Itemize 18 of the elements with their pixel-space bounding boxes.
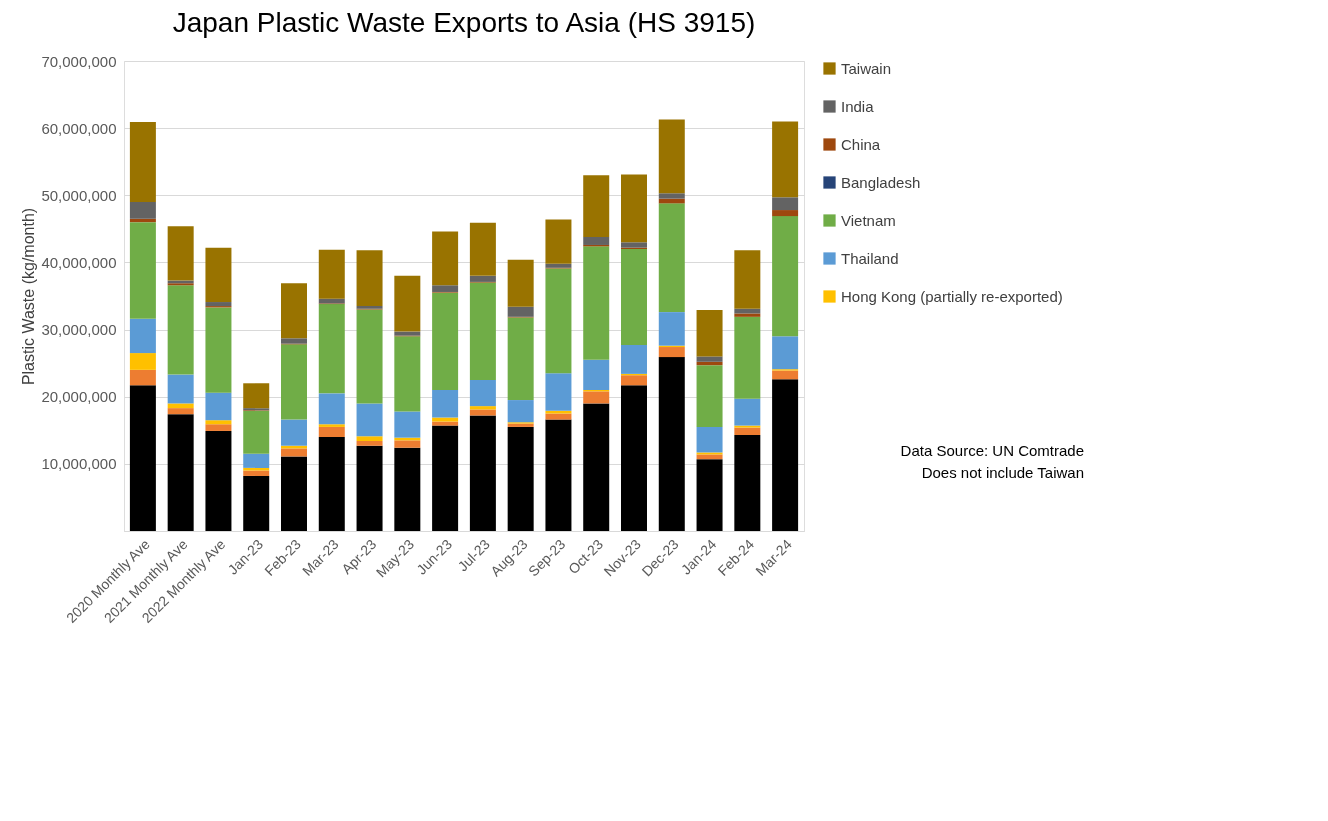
legend-label: Thailand [841, 249, 899, 267]
y-axis-title: Plastic Waste (kg/month) [20, 207, 38, 386]
legend-label: Hong Kong (partially re-exported) [841, 287, 1063, 305]
legend-label: India [841, 97, 875, 115]
y-tick-label: 70,000,000 [41, 52, 117, 70]
y-tick-label: 50,000,000 [41, 186, 117, 204]
y-tick-label: 10,000,000 [41, 455, 117, 473]
legend-label: Taiwain [841, 59, 892, 77]
y-tick-label: 40,000,000 [41, 253, 117, 271]
legend-label: Bangladesh [841, 173, 921, 191]
legend-label: Vietnam [841, 211, 896, 229]
y-tick-label: 30,000,000 [41, 321, 117, 339]
y-tick-label: 20,000,000 [41, 388, 117, 406]
text: Does not include Taiwan [921, 464, 1084, 481]
source-note: Data Source: UN Comtrade [900, 442, 1084, 459]
chart-title: Japan Plastic Waste Exports to Asia (HS 3915) [172, 7, 756, 38]
y-tick-label: 60,000,000 [41, 119, 117, 137]
legend-label: China [841, 135, 881, 153]
